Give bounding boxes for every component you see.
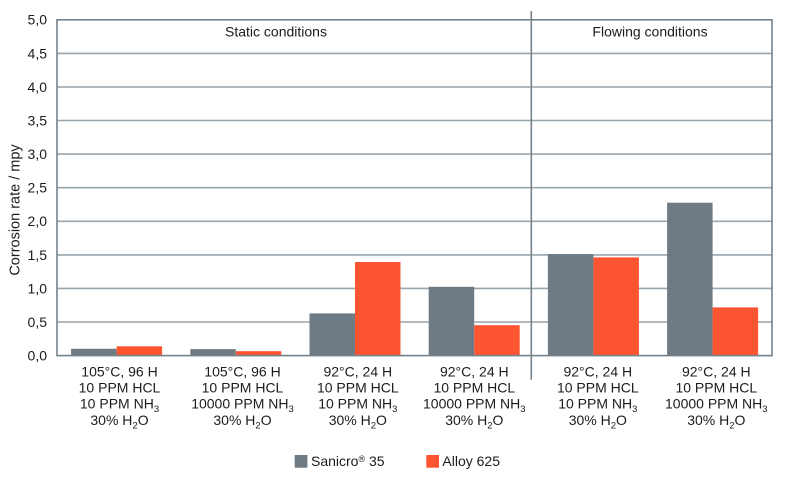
svg-text:2,0: 2,0	[28, 213, 48, 229]
svg-text:92°C, 24 H: 92°C, 24 H	[440, 364, 509, 380]
svg-text:0,5: 0,5	[28, 314, 48, 330]
svg-text:10000 PPM NH3: 10000 PPM NH3	[423, 396, 526, 416]
svg-text:0,0: 0,0	[28, 348, 48, 364]
svg-text:10 PPM NH3: 10 PPM NH3	[318, 396, 397, 416]
svg-text:10 PPM HCL: 10 PPM HCL	[675, 380, 757, 396]
svg-text:92°C, 24 H: 92°C, 24 H	[323, 364, 392, 380]
svg-text:10000 PPM NH3: 10000 PPM NH3	[665, 396, 768, 416]
svg-text:10 PPM HCL: 10 PPM HCL	[433, 380, 515, 396]
svg-text:10 PPM HCL: 10 PPM HCL	[557, 380, 639, 396]
svg-text:1,0: 1,0	[28, 280, 48, 296]
svg-text:5,0: 5,0	[28, 12, 48, 28]
svg-text:Flowing conditions: Flowing conditions	[592, 24, 707, 40]
svg-text:10 PPM HCL: 10 PPM HCL	[317, 380, 399, 396]
svg-text:10 PPM NH3: 10 PPM NH3	[80, 396, 159, 416]
svg-text:10 PPM NH3: 10 PPM NH3	[558, 396, 637, 416]
svg-text:10 PPM HCL: 10 PPM HCL	[202, 380, 284, 396]
svg-text:4,5: 4,5	[28, 45, 48, 61]
svg-text:3,0: 3,0	[28, 146, 48, 162]
svg-text:10000 PPM NH3: 10000 PPM NH3	[191, 396, 294, 416]
svg-text:Sanicro® 35: Sanicro® 35	[311, 453, 385, 469]
svg-text:3,5: 3,5	[28, 112, 48, 128]
svg-text:2,5: 2,5	[28, 180, 48, 196]
svg-text:92°C, 24 H: 92°C, 24 H	[682, 364, 751, 380]
svg-text:1,5: 1,5	[28, 247, 48, 263]
svg-text:Static conditions: Static conditions	[225, 24, 327, 40]
svg-text:105°C, 96 H: 105°C, 96 H	[81, 364, 157, 380]
svg-text:Alloy 625: Alloy 625	[442, 453, 500, 469]
svg-text:4,0: 4,0	[28, 79, 48, 95]
svg-text:Corrosion rate / mpy: Corrosion rate / mpy	[8, 144, 24, 276]
svg-text:10 PPM HCL: 10 PPM HCL	[79, 380, 161, 396]
svg-text:92°C, 24 H: 92°C, 24 H	[563, 364, 632, 380]
svg-text:105°C, 96 H: 105°C, 96 H	[204, 364, 280, 380]
